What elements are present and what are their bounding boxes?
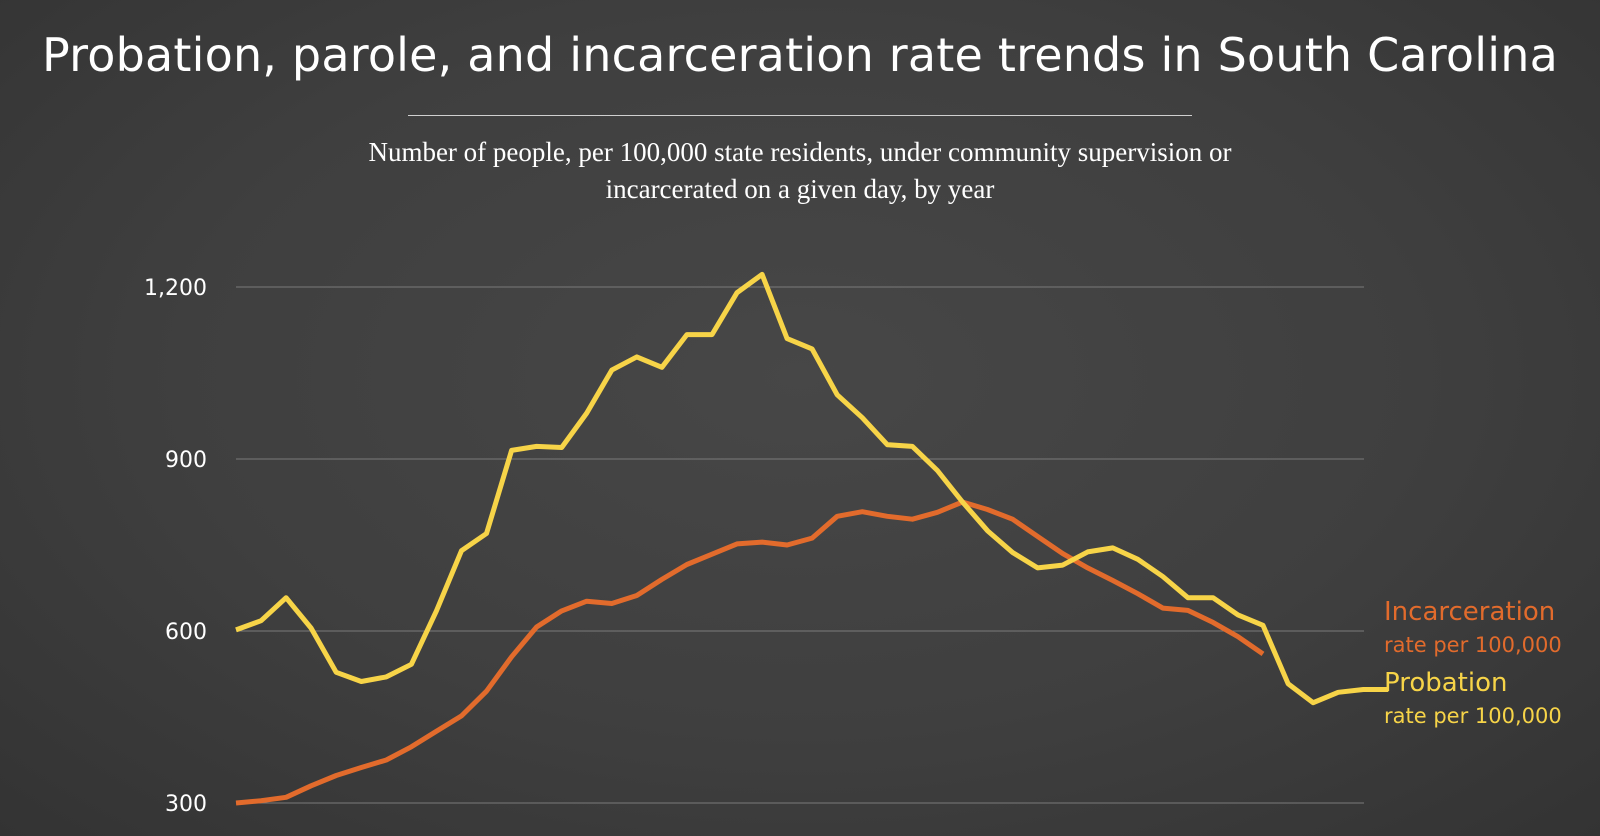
chart-subtitle: Number of people, per 100,000 state resi… bbox=[368, 137, 1232, 204]
series-labels: Incarceration rate per 100,000 Probation ra… bbox=[1384, 597, 1562, 728]
gridlines bbox=[236, 286, 1364, 804]
series-label-incarceration: Incarceration bbox=[1384, 597, 1555, 627]
series-lines bbox=[235, 271, 1389, 806]
y-tick-label-300: 300 bbox=[165, 792, 207, 817]
y-tick-label-900: 900 bbox=[165, 448, 207, 473]
series-sublabel-probation: rate per 100,000 bbox=[1384, 704, 1562, 728]
series-line-probation bbox=[235, 271, 1389, 706]
series-sublabel-incarceration: rate per 100,000 bbox=[1384, 633, 1562, 657]
series-line-incarceration bbox=[235, 499, 1265, 806]
chart-title: Probation, parole, and incarceration rat… bbox=[42, 28, 1558, 82]
y-axis-ticks: 300 600 900 1,200 bbox=[144, 276, 207, 817]
y-tick-label-600: 600 bbox=[165, 620, 207, 645]
y-tick-label-1200: 1,200 bbox=[144, 276, 207, 301]
series-label-probation: Probation bbox=[1384, 668, 1508, 698]
title-divider bbox=[408, 115, 1192, 116]
